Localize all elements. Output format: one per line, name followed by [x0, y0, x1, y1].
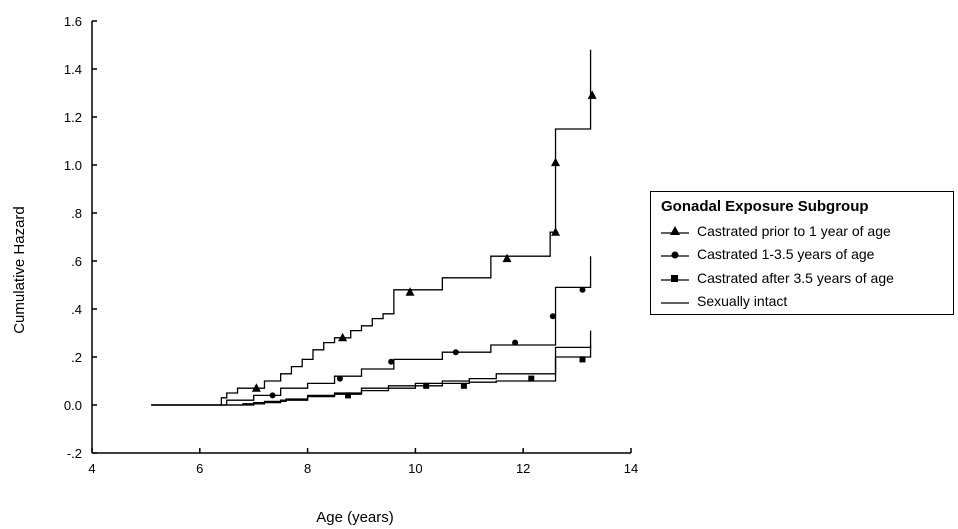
circle-marker — [549, 313, 556, 320]
square-marker — [423, 382, 430, 389]
circle-marker — [512, 339, 519, 346]
x-tick-label: 10 — [408, 461, 422, 476]
triangle-marker — [338, 332, 348, 342]
axes — [91, 20, 632, 454]
legend-item: Sexually intact — [661, 290, 945, 314]
y-tick-label: 1.2 — [64, 110, 82, 125]
legend-label: Castrated prior to 1 year of age — [697, 222, 891, 239]
y-tick-label: .4 — [71, 302, 82, 317]
y-tick-label: 0.0 — [64, 398, 82, 413]
triangle-marker — [551, 227, 561, 236]
x-tick-label: 12 — [516, 461, 530, 476]
triangle-marker — [405, 287, 415, 296]
series-lines — [151, 49, 592, 406]
legend-title: Gonadal Exposure Subgroup — [661, 198, 869, 215]
x-tick-label: 14 — [624, 461, 638, 476]
y-tick-label: -.2 — [67, 446, 82, 461]
legend-triangle-icon — [661, 225, 689, 235]
x-axis-label: Age (years) — [316, 509, 394, 526]
legend-label: Castrated 1-3.5 years of age — [697, 246, 875, 263]
y-tick-label: 1.0 — [64, 158, 82, 173]
square-marker — [460, 382, 467, 389]
series-markers — [251, 90, 597, 399]
square-marker — [528, 375, 535, 382]
circle-marker — [452, 349, 459, 356]
legend-circle-icon — [661, 251, 689, 259]
legend-label: Castrated after 3.5 years of age — [697, 269, 894, 286]
series-line-0 — [151, 49, 592, 406]
circle-marker — [336, 375, 343, 382]
triangle-marker — [502, 253, 512, 263]
legend: Gonadal Exposure Subgroup Castrated prio… — [650, 191, 954, 315]
y-tick-label: .6 — [71, 254, 82, 269]
circle-marker — [579, 286, 586, 293]
y-tick-label: 1.6 — [64, 14, 82, 29]
circle-marker — [388, 358, 395, 365]
x-tick-label: 6 — [196, 461, 203, 476]
legend-item: Castrated prior to 1 year of age — [661, 219, 945, 243]
x-tick-label: 4 — [88, 461, 95, 476]
triangle-marker — [587, 90, 597, 99]
triangle-marker — [251, 383, 261, 392]
y-tick-label: .8 — [71, 206, 82, 221]
tick-labels: -.2 0.0 .2 .4 .6 .8 1.0 1.2 1.4 1.6 4 6 8 10 12 14 — [64, 14, 638, 476]
legend-label: Sexually intact — [697, 293, 788, 310]
legend-item: Castrated 1-3.5 years of age — [661, 243, 945, 267]
y-tick-label: 1.4 — [64, 62, 82, 77]
y-axis-label: Cumulative Hazard — [11, 206, 28, 334]
series-line-1 — [151, 256, 592, 406]
square-marker — [345, 392, 352, 399]
y-tick-label: .2 — [71, 350, 82, 365]
legend-item: Castrated after 3.5 years of age — [661, 266, 945, 290]
x-tick-label: 8 — [304, 461, 311, 476]
series-line-3 — [151, 345, 592, 406]
triangle-marker — [551, 157, 561, 167]
legend-line-icon — [661, 302, 689, 304]
series-line-2 — [151, 330, 592, 406]
square-marker — [579, 356, 586, 363]
legend-square-icon — [661, 274, 689, 282]
circle-marker — [269, 392, 276, 399]
